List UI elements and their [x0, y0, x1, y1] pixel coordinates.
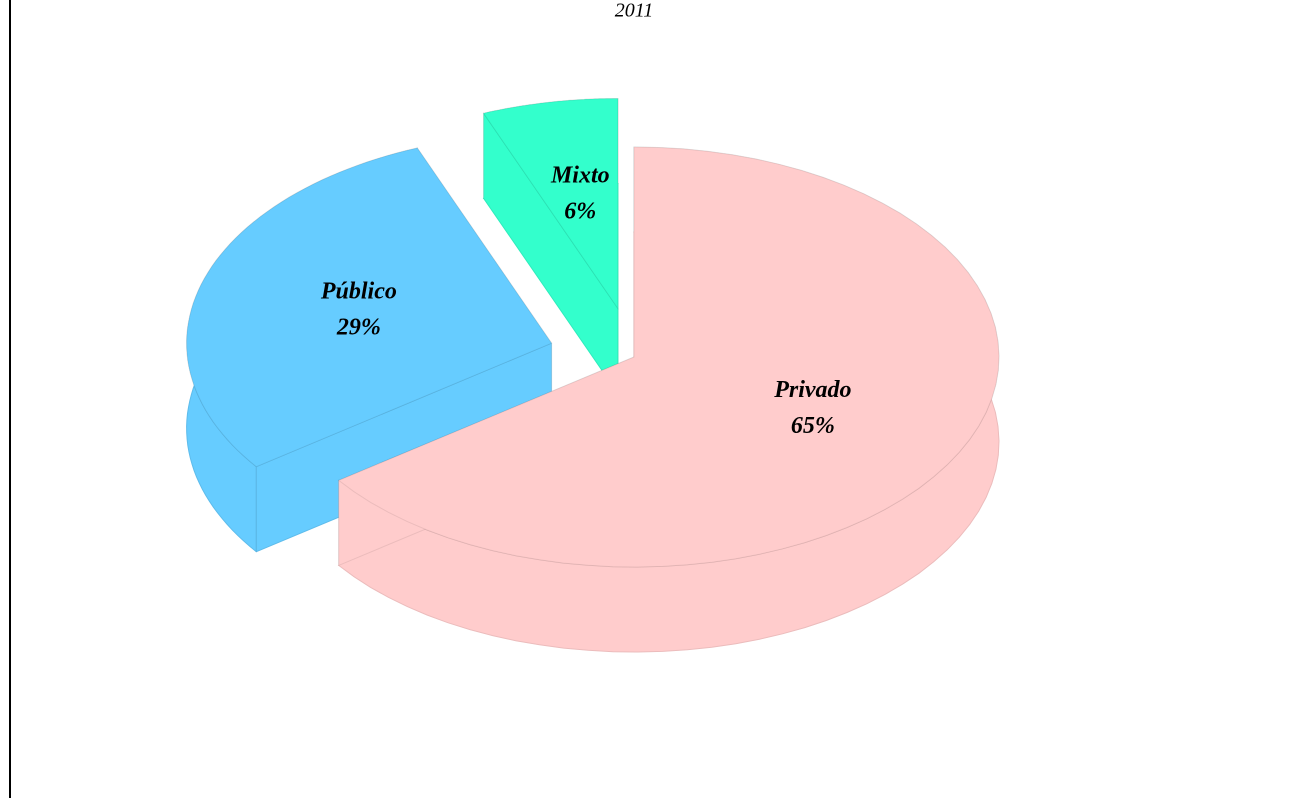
slice-value-label: 6% [564, 199, 596, 225]
pie-slice [337, 146, 1000, 653]
slice-label: Privado [773, 377, 851, 403]
pie-slice [186, 146, 553, 553]
slice-value-label: 65% [791, 413, 835, 439]
slice-label: Público [320, 279, 397, 305]
slice-top [482, 98, 619, 311]
slice-value-label: 29% [336, 315, 381, 341]
pie-slice [482, 98, 619, 396]
slice-top [337, 146, 1000, 568]
slice-top [186, 147, 553, 468]
slice-label: Mixto [550, 163, 610, 189]
chart-title: 2011 [615, 0, 654, 22]
